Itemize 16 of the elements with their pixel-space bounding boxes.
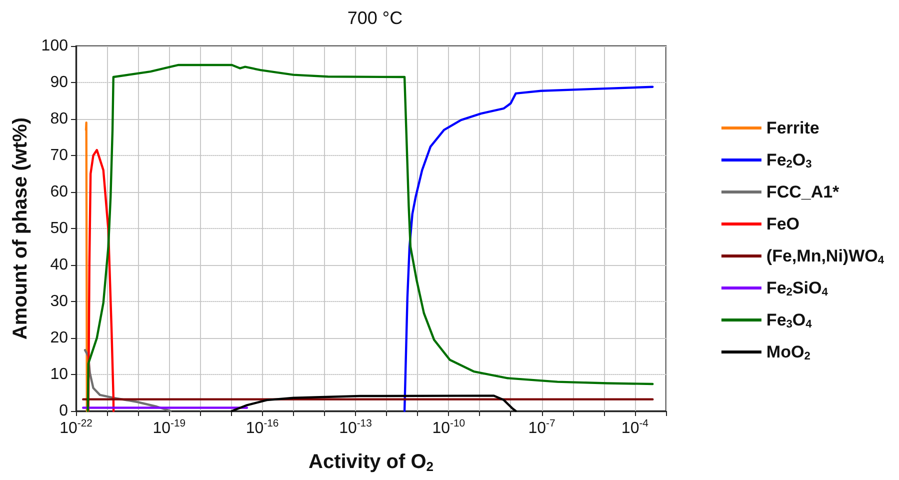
chart-title: 700 °C: [347, 8, 403, 28]
y-tick-label: 100: [41, 38, 68, 54]
y-tick-label: 90: [50, 74, 68, 91]
legend-label: FeO: [766, 214, 800, 234]
y-axis-title: Amount of phase (wt%): [9, 117, 32, 340]
y-tick-label: 0: [59, 402, 68, 420]
y-tick-label: 10: [50, 366, 68, 383]
y-tick-label: 20: [50, 330, 68, 346]
legend-label: FCC_A1*: [766, 182, 840, 202]
y-tick-label: 80: [50, 110, 68, 128]
y-tick-label: 60: [50, 184, 68, 200]
y-tick-label: 30: [50, 293, 68, 310]
y-tick-label: 40: [50, 256, 68, 274]
legend-label: Ferrite: [766, 118, 820, 138]
y-tick-label: 70: [50, 147, 68, 164]
y-tick-label: 50: [50, 220, 68, 237]
